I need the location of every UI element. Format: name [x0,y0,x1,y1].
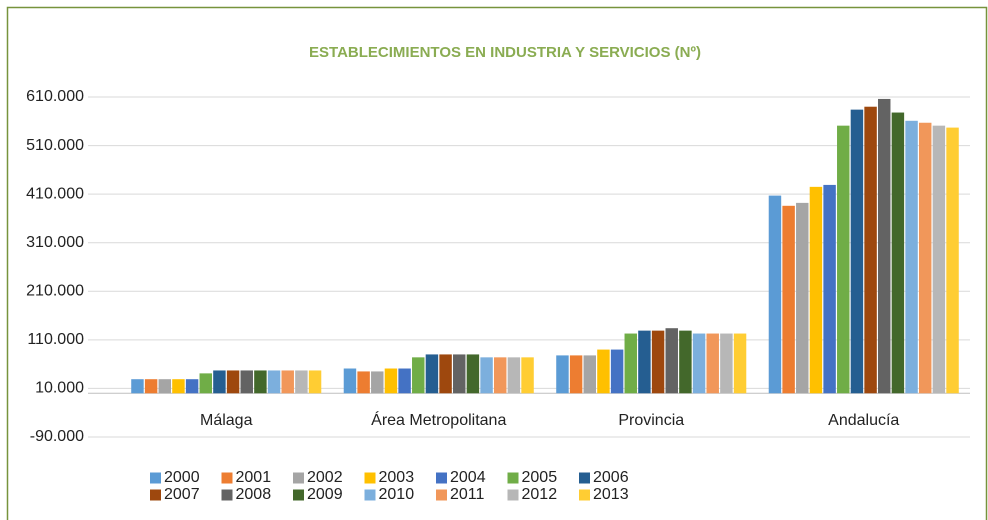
bar [706,333,719,394]
bar [782,205,795,394]
bar [439,354,452,394]
bar [398,368,411,394]
bar [583,355,597,394]
bar [878,98,891,394]
bar [521,357,534,394]
bar [466,354,480,394]
legend-label: 2007 [164,486,200,503]
bar [679,330,692,394]
legend-label: 2013 [593,486,629,503]
y-tick-label: 410.000 [26,185,84,202]
bar [932,125,946,394]
x-tick-label: Málaga [200,412,253,429]
legend-swatch [293,489,304,501]
bar [412,357,425,394]
chart-border [6,6,988,520]
x-tick-label: Provincia [618,412,684,429]
y-tick-label: 510.000 [26,137,84,154]
bar [569,355,583,394]
bar [226,370,240,394]
bar [864,106,877,394]
bar [768,195,782,394]
legend-swatch [579,472,590,484]
bar [556,355,569,394]
legend-label: 2009 [307,486,343,503]
bar [610,349,624,394]
legend-label: 2003 [379,469,415,486]
y-tick-label: 110.000 [27,331,84,348]
legend-swatch [221,472,233,484]
bar [597,349,610,394]
bar [308,370,322,394]
legend-label: 2000 [164,469,200,486]
legend-label: 2011 [450,486,485,503]
bar [624,333,637,394]
legend-label: 2010 [379,486,415,503]
legend-swatch [436,472,447,484]
bar [453,354,466,394]
bar [295,370,308,394]
legend-swatch [150,472,161,484]
x-tick-label: Área Metropolitana [371,410,506,429]
bar [281,370,294,394]
x-tick-label: Andalucía [828,412,899,429]
bar [267,370,281,394]
bar [665,328,678,394]
legend-label: 2005 [522,469,558,486]
y-tick-label: 10.000 [35,380,84,397]
bar [651,330,665,394]
bar [946,127,959,394]
bar [823,184,836,394]
y-tick-label: 610.000 [26,88,84,105]
bar [733,333,747,394]
bar [507,357,521,394]
legend-label: 2004 [450,469,486,486]
bar [343,368,357,394]
y-tick-label: -90.000 [30,428,84,445]
bar [837,125,850,394]
bar [905,120,918,394]
legend-label: 2001 [236,469,272,486]
bar [425,354,439,394]
bar [131,379,144,394]
bar [720,333,733,394]
legend-swatch [507,472,519,484]
bar [638,330,651,394]
legend-swatch [364,489,376,501]
legend-label: 2012 [522,486,558,503]
bar [240,370,253,394]
legend-swatch [579,489,590,501]
legend-label: 2008 [236,486,272,503]
legend-swatch [364,472,376,484]
chart-title: ESTABLECIMIENTOS EN INDUSTRIA Y SERVICIO… [309,44,701,61]
bar [809,186,823,394]
bar [850,109,864,394]
bar [692,333,706,394]
bar [213,370,226,394]
bar [371,371,384,394]
legend-swatch [221,489,233,501]
legend-swatch [150,489,161,501]
y-tick-label: 310.000 [26,234,84,251]
legend-label: 2006 [593,469,629,486]
bar [918,122,932,394]
legend-label: 2002 [307,469,343,486]
legend-swatch [436,489,447,501]
bar [158,379,172,394]
bar [144,379,158,394]
bar [796,202,809,394]
y-tick-label: 210.000 [26,283,84,300]
bar [172,379,185,394]
bar [199,373,212,394]
bar [254,370,267,394]
bar [185,379,199,394]
bar [891,112,905,394]
legend-swatch [507,489,519,501]
bar [384,368,398,394]
bar [357,371,370,394]
legend-swatch [293,472,304,484]
bar [480,357,493,394]
bar [493,357,507,394]
